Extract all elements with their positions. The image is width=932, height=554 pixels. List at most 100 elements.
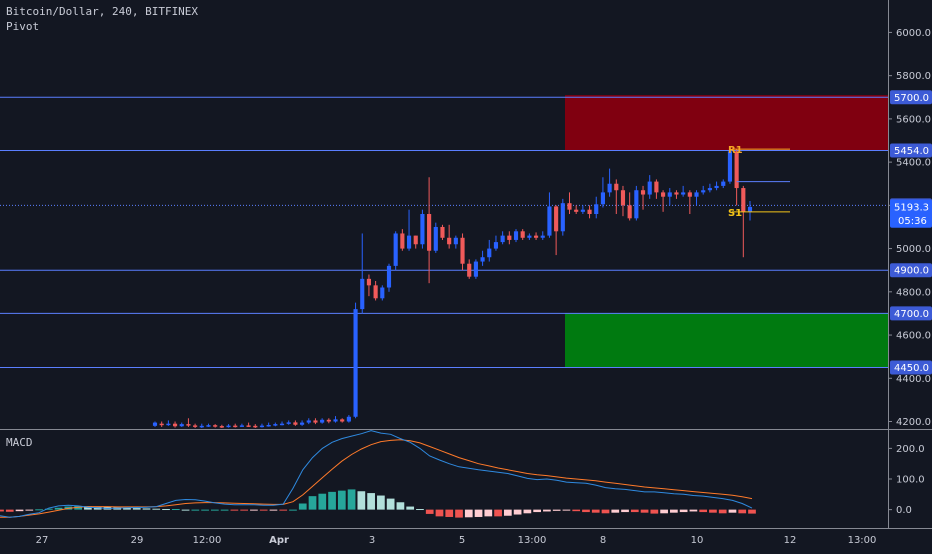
candle-body [266,424,271,427]
price-tick-label: 5600.0 [896,114,931,125]
candle-body [574,209,579,212]
candle-body [206,425,211,427]
macd-hist-bar [377,495,385,510]
candle-body [199,425,204,428]
macd-hist-bar [347,489,356,510]
macd-hist-bar [621,509,629,513]
candle-body [386,265,392,288]
price-tick-label: 4800.0 [896,287,931,298]
macd-hist-bar [474,509,483,517]
candle-body [493,242,499,249]
candle-body [647,181,652,195]
macd-hist-bar [15,509,24,512]
candle-body [661,192,666,197]
macd-hist-bar [308,496,317,510]
time-tick-label: 13:00 [848,535,877,546]
macd-hist-bar [650,509,659,514]
candle-body [540,235,545,238]
macd-hist-bar [123,507,131,510]
time-tick-label: Apr [269,535,289,546]
candle-body [447,237,452,245]
macd-hist-bar [152,508,161,510]
macd-hist-bar [171,509,180,511]
candle-body [226,425,231,428]
candle-body [286,422,291,424]
macd-hist-bar [630,509,639,513]
candle-body [360,278,365,310]
macd-hist-bar [425,509,434,514]
candle-body [213,425,218,427]
candle-body [727,151,733,182]
candle-body [326,419,331,422]
macd-hist-bar [74,505,82,510]
candle-body [193,425,198,427]
bar-countdown-label: 05:36 [898,216,927,227]
macd-hist-bar [611,509,620,513]
pivot-label-R1: R1 [728,145,743,156]
candle-body [293,422,298,425]
candle-body [233,425,238,428]
candle-body [427,214,432,251]
macd-hist-bar [181,509,190,511]
candle-body [681,192,686,195]
candle-body [674,192,679,195]
macd-hist-bar [699,509,708,513]
macd-hist-bar [396,502,405,510]
candle-body [594,204,599,214]
candle-body [346,416,351,422]
candle-body [380,287,385,299]
candle-body [279,423,285,426]
candle-body [340,419,345,422]
candle-body [460,237,465,264]
candle-body [239,425,244,427]
macd-hist-bar [269,509,278,511]
symbol-title: Bitcoin/Dollar, 240, BITFINEX [6,5,199,18]
candle-body [513,231,519,240]
candle-body [406,235,412,249]
candle-body [567,203,572,210]
candle-body [179,424,184,427]
last-price-label: 5193.3 [894,202,929,213]
candle-body [219,426,224,428]
macd-hist-bar [328,491,336,510]
macd-hist-bar [748,509,756,514]
price-tick-label: 5400.0 [896,158,931,169]
candle-body [707,188,712,191]
candle-body [547,206,552,236]
macd-hist-bar [416,509,424,511]
price-tick-label: 4400.0 [896,374,931,385]
candle-body [166,423,171,426]
candle-body [667,192,672,197]
candle-body [687,192,692,197]
indicator-label: Pivot [6,20,40,33]
last-price-badge [890,199,932,228]
macd-tick-label: 100.0 [896,475,925,486]
candle-body [634,190,639,219]
level-badge [890,263,932,278]
candle-body [600,192,605,205]
candle-body [333,419,338,422]
macd-hist-bar [552,509,561,511]
level-badge-label: 5700.0 [894,93,929,104]
macd-hist-bar [503,509,512,516]
macd-hist-bar [533,509,541,513]
macd-hist-bar [494,509,502,517]
macd-hist-bar [660,509,668,514]
macd-hist-bar [670,509,678,513]
macd-hist-bar [718,509,727,514]
level-badge-label: 4900.0 [894,266,929,277]
macd-hist-bar [582,509,590,513]
candle-body [300,422,305,425]
pivot-label-S1: S1 [728,208,742,219]
time-tick-label: 5 [459,535,465,546]
candle-body [694,192,699,197]
macd-hist-bar [230,509,239,511]
candle-body [273,424,278,426]
macd-hist-bar [601,509,610,514]
candle-body [654,181,659,193]
candle-body [473,261,478,277]
macd-hist-bar [523,509,532,514]
macd-hist-bar [406,506,415,510]
